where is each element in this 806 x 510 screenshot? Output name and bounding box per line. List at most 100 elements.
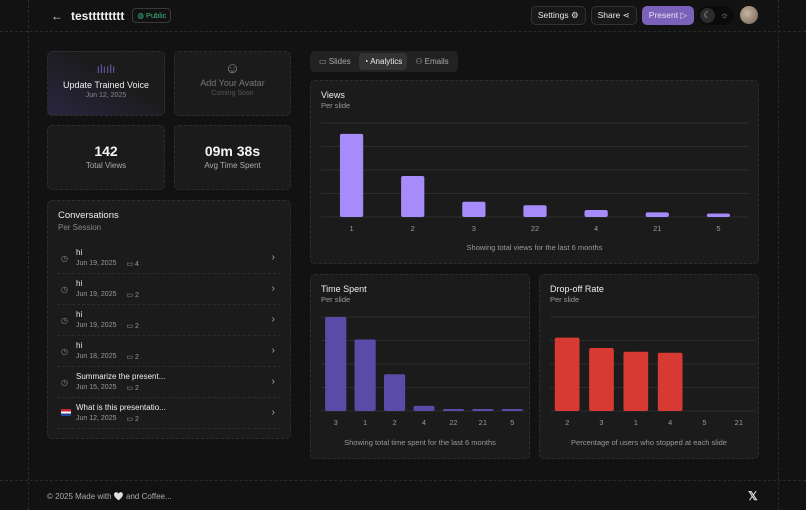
bar[interactable]	[383, 374, 406, 411]
bar-chart: 2 3 1 4 5 21	[550, 316, 756, 427]
conversation-date: Jun 12, 2025	[76, 415, 117, 422]
waveform-icon: ılıılı	[96, 62, 116, 76]
chevron-right-icon: ›	[271, 345, 275, 356]
sun-icon[interactable]: ☼	[720, 10, 729, 20]
moon-icon[interactable]: ☾	[700, 8, 715, 23]
share-button[interactable]: Share ⋖	[590, 6, 637, 25]
message-count: ▭ 2	[126, 385, 139, 392]
gear-icon: ⚙	[570, 10, 579, 20]
chart-title: Time Spent	[321, 284, 367, 294]
time-spent-chart-card: Time Spent Per slide Showing total time sp…	[310, 274, 530, 459]
bar[interactable]	[645, 212, 669, 217]
conversation-title: What is this presentatio...	[76, 403, 166, 412]
x-tick-label: 3	[472, 224, 476, 233]
chevron-right-icon: ›	[271, 283, 275, 294]
chart-subtitle: Per slide	[550, 295, 580, 304]
section-subtitle: Per Session	[58, 223, 102, 232]
bar[interactable]	[442, 408, 465, 411]
conversation-item[interactable]: ◷ Summarize the present... Jun 15, 2025 ▭ 2…	[57, 367, 281, 398]
present-button[interactable]: Present ▷	[641, 6, 694, 25]
x-tick-label: 1	[349, 224, 353, 233]
chart-title: Drop-off Rate	[550, 284, 604, 294]
card-date: Jun 12, 2025	[85, 92, 127, 99]
bar[interactable]	[462, 201, 486, 217]
chart-caption: Showing total views for the last 6 month…	[466, 243, 603, 252]
bar[interactable]	[325, 317, 347, 411]
card-title: Add Your Avatar	[200, 78, 265, 88]
x-tick-label: 5	[702, 418, 706, 427]
tab-emails[interactable]: ⚇ Emails	[415, 57, 449, 66]
clock-icon: ◷	[61, 347, 68, 356]
avatar[interactable]	[740, 6, 758, 24]
monitor-icon: ▭	[319, 57, 329, 66]
message-icon: ▭	[126, 385, 136, 392]
header: ← testtttttttt ◍ Public Settings ⚙ Share…	[0, 0, 806, 31]
bar[interactable]	[472, 408, 494, 411]
views-chart-card: Views Per slide Showing total views for th…	[310, 80, 759, 264]
clock-icon: ◷	[61, 378, 68, 387]
update-voice-card[interactable]: ılıılı Update Trained Voice Jun 12, 2025	[47, 51, 165, 116]
bar[interactable]	[706, 213, 731, 217]
back-arrow-icon[interactable]: ←	[51, 8, 63, 23]
conversation-date: Jun 18, 2025	[76, 353, 117, 360]
bar[interactable]	[354, 339, 376, 411]
conversation-date: Jun 19, 2025	[76, 260, 117, 267]
clock-icon: ◷	[61, 285, 68, 294]
smiley-icon: ☺	[224, 60, 241, 77]
x-twitter-icon[interactable]: 𝕏	[748, 489, 758, 503]
globe-icon: ◍	[137, 11, 146, 20]
settings-button[interactable]: Settings ⚙	[530, 6, 586, 25]
x-tick-label: 1	[363, 418, 367, 427]
conversation-item[interactable]: ◷ hi Jun 19, 2025 ▭ 4 ›	[57, 243, 281, 274]
tab-analytics[interactable]: ◔ Analytics	[358, 53, 408, 70]
footer-text: © 2025 Made with 🤍 and Coffee...	[47, 492, 172, 501]
bar[interactable]	[554, 337, 580, 411]
bar[interactable]	[623, 351, 649, 411]
chart-pie-icon: ◔	[363, 57, 371, 66]
users-icon: ⚇	[415, 57, 425, 66]
conversation-meta: Jun 19, 2025 ▭ 4	[76, 260, 139, 268]
message-count: ▭ 2	[126, 354, 139, 361]
conversation-item[interactable]: ◷ hi Jun 19, 2025 ▭ 2 ›	[57, 305, 281, 336]
message-icon: ▭	[126, 354, 136, 361]
conversation-meta: Jun 15, 2025 ▭ 2	[76, 384, 139, 392]
x-tick-label: 22	[531, 224, 539, 233]
conversation-date: Jun 19, 2025	[76, 291, 117, 298]
bar[interactable]	[339, 133, 364, 217]
conversation-item[interactable]: What is this presentatio... Jun 12, 2025 ▭…	[57, 398, 281, 429]
conversation-meta: Jun 19, 2025 ▭ 2	[76, 322, 139, 330]
x-tick-label: 21	[479, 418, 487, 427]
bar[interactable]	[413, 405, 435, 411]
flag-nl-icon	[61, 409, 71, 416]
bar[interactable]	[401, 175, 425, 217]
bar[interactable]	[589, 348, 614, 411]
tab-slides[interactable]: ▭ Slides	[319, 57, 351, 66]
conversation-date: Jun 15, 2025	[76, 384, 117, 391]
message-count: ▭ 2	[126, 416, 139, 423]
bar[interactable]	[584, 209, 608, 217]
theme-toggle[interactable]: ☾ ☼	[698, 6, 734, 25]
bar[interactable]	[501, 408, 523, 411]
page-title: testtttttttt	[71, 8, 125, 23]
conversation-date: Jun 19, 2025	[76, 322, 117, 329]
stat-value: 142	[94, 143, 118, 159]
share-icon: ⋖	[622, 10, 630, 20]
message-count: ▭ 2	[126, 292, 139, 299]
message-icon: ▭	[126, 292, 136, 299]
avg-time-card: 09m 38s Avg Time Spent	[174, 125, 291, 190]
chart-subtitle: Per slide	[321, 295, 351, 304]
x-tick-label: 22	[449, 418, 457, 427]
conversation-title: hi	[76, 341, 83, 350]
total-views-card: 142 Total Views	[47, 125, 165, 190]
conversation-item[interactable]: ◷ hi Jun 18, 2025 ▭ 2 ›	[57, 336, 281, 367]
message-count: ▭ 4	[126, 261, 139, 268]
x-tick-label: 3	[334, 418, 338, 427]
card-sub: Coming Soon	[211, 90, 254, 97]
bar[interactable]	[523, 205, 547, 217]
x-tick-label: 2	[392, 418, 396, 427]
conversation-item[interactable]: ◷ hi Jun 19, 2025 ▭ 2 ›	[57, 274, 281, 305]
bar[interactable]	[657, 352, 683, 411]
x-tick-label: 3	[599, 418, 603, 427]
x-tick-label: 21	[653, 224, 661, 233]
chart-subtitle: Per slide	[321, 101, 351, 110]
